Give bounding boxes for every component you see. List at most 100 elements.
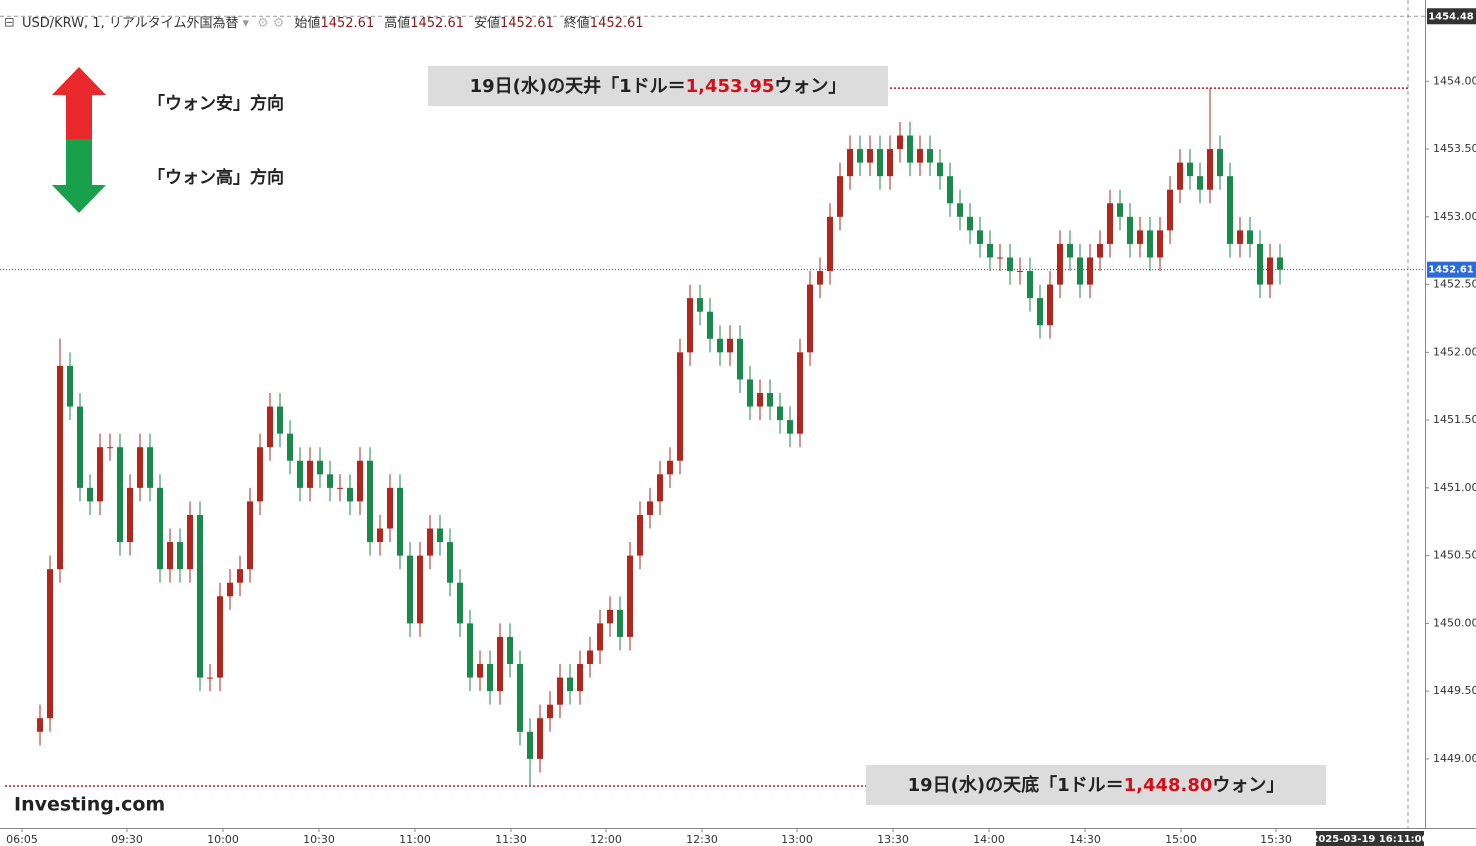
candle-body <box>477 664 483 678</box>
candle-body <box>357 460 363 502</box>
candle-body <box>47 569 53 719</box>
candle-body <box>727 338 733 353</box>
x-tick-label: 11:00 <box>399 833 431 846</box>
candle-body <box>537 718 543 759</box>
candle-body <box>117 447 123 543</box>
ohlc-name: 始値 <box>294 15 320 31</box>
candle-body <box>467 623 473 678</box>
candle-body <box>807 284 813 353</box>
candle-body <box>797 352 803 434</box>
candle-body <box>97 447 103 502</box>
candle-body <box>837 176 843 217</box>
candle-body <box>1217 149 1223 177</box>
candle-body <box>237 569 243 583</box>
candle-body <box>327 474 333 488</box>
candle-body <box>1187 162 1193 177</box>
candle-body <box>187 514 193 570</box>
collapse-icon[interactable]: ⊟ <box>4 16 15 31</box>
candle-body <box>927 149 933 163</box>
candle-body <box>1067 243 1073 258</box>
high-tag-box <box>1427 8 1476 25</box>
x-tick-label: 14:00 <box>973 833 1005 846</box>
candle-body <box>907 135 913 163</box>
x-tick-label: 15:30 <box>1260 833 1292 846</box>
arrow-down <box>52 139 106 213</box>
symbol: USD/KRW, 1, リアルタイム外国為替 <box>22 15 238 31</box>
candle-body <box>647 501 653 515</box>
ohlc-value: 1452.61 <box>410 16 464 31</box>
candle-body <box>857 149 863 163</box>
candle-body <box>57 365 63 570</box>
settings-icon: ⚙ ⚙ <box>257 16 284 31</box>
candle-body <box>1057 243 1063 285</box>
y-tick-label: 1450.00 <box>1433 616 1476 629</box>
candle-body <box>367 460 373 543</box>
high-tag-label: 1454.48 <box>1428 11 1474 22</box>
candle-body <box>287 433 293 461</box>
candle-body <box>207 677 213 679</box>
candle-body <box>947 176 953 204</box>
y-tick-label: 1451.50 <box>1433 413 1476 426</box>
candle-body <box>1157 230 1163 258</box>
candle-body <box>667 460 673 475</box>
candle-body <box>867 149 873 163</box>
y-tick-label: 1449.00 <box>1433 752 1476 765</box>
y-tick-label: 1453.00 <box>1433 210 1476 223</box>
timestamp: 2025-03-19 16:11:00 <box>1311 834 1428 845</box>
last-price-box <box>1427 261 1476 278</box>
candle-body <box>1017 271 1023 273</box>
candle-body <box>787 420 793 434</box>
candle-body <box>977 230 983 244</box>
candle-body <box>1047 284 1053 326</box>
candle-body <box>687 298 693 353</box>
candle-body <box>457 582 463 624</box>
ohlc-value: 1452.61 <box>320 16 374 31</box>
candle-body <box>137 447 143 488</box>
x-tick-label: 13:00 <box>781 833 813 846</box>
candle-body <box>1007 257 1013 272</box>
x-tick-label: 15:00 <box>1165 833 1197 846</box>
y-tick-label: 1452.00 <box>1433 345 1476 358</box>
candle-body <box>387 487 393 529</box>
candle-body <box>507 636 513 665</box>
timestamp-box <box>1316 831 1424 846</box>
y-tick-label: 1454.00 <box>1433 74 1476 87</box>
candle-body <box>257 447 263 502</box>
x-tick-label: 09:30 <box>111 833 143 846</box>
candle-body <box>217 596 223 678</box>
candle-body <box>717 338 723 353</box>
annotation-value: 1,448.80 <box>1124 775 1213 796</box>
candle-body <box>657 474 663 502</box>
candle-body <box>157 487 163 570</box>
arrow-up <box>52 67 106 139</box>
candle-body <box>1137 230 1143 244</box>
ohlc-value: 1452.61 <box>590 16 644 31</box>
candle-body <box>267 406 273 448</box>
candle-body <box>277 406 283 434</box>
x-tick-label: 14:30 <box>1069 833 1101 846</box>
candle-body <box>997 257 1003 259</box>
x-tick-label: 12:00 <box>590 833 622 846</box>
candle-body <box>497 636 503 692</box>
candle-body <box>547 704 553 719</box>
candle-body <box>67 365 73 407</box>
candle-body <box>227 582 233 597</box>
y-tick-label: 1452.50 <box>1433 278 1476 291</box>
candle-body <box>37 718 43 732</box>
candle-body <box>417 555 423 624</box>
x-tick-label: 10:30 <box>303 833 335 846</box>
candle-body <box>1207 149 1213 190</box>
candle-body <box>597 623 603 651</box>
candle-body <box>107 447 113 449</box>
candle-body <box>567 677 573 692</box>
candle-body <box>1167 189 1173 231</box>
candle-body <box>487 664 493 692</box>
candle-body <box>1087 257 1093 285</box>
annotation: 19日(水)の天井「1ドル＝1,453.95ウォン」 <box>470 75 847 97</box>
candle-body <box>747 379 753 407</box>
candle-body <box>377 528 383 543</box>
candle-body <box>397 487 403 556</box>
legend-label: 「ウォン安」方向 <box>148 93 284 114</box>
annotation-prefix: 19日(水)の天井「1ドル＝ <box>470 75 686 97</box>
